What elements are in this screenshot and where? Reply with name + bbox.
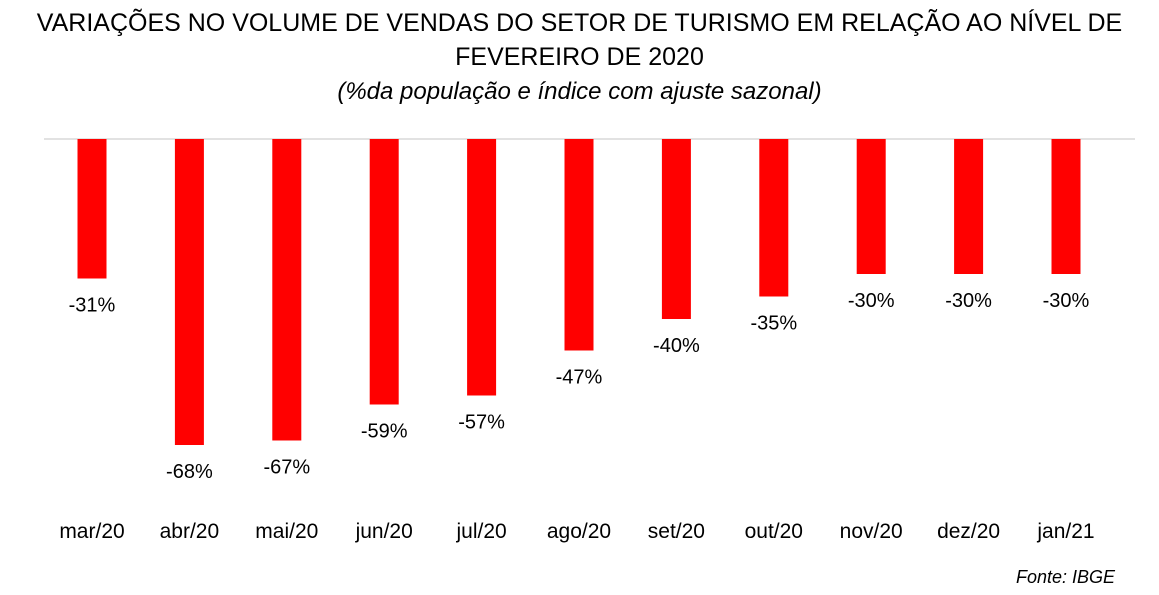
data-label-jun-20: -59% — [361, 421, 408, 443]
x-tick-label-dez-20: dez/20 — [937, 520, 1000, 543]
data-label-dez-20: -30% — [945, 290, 992, 312]
bar-jul-20 — [467, 139, 497, 396]
chart-subtitle: (%da população e índice com ajuste sazon… — [337, 78, 822, 105]
x-tick-label-mar-20: mar/20 — [59, 520, 124, 543]
x-tick-label-abr-20: abr/20 — [160, 520, 220, 543]
bar-mar-20 — [77, 139, 107, 279]
x-tick-label-set-20: set/20 — [648, 520, 705, 543]
bar-abr-20 — [174, 139, 204, 445]
x-tick-label-ago-20: ago/20 — [547, 520, 611, 543]
data-label-out-20: -35% — [750, 313, 797, 335]
source-note: Fonte: IBGE — [1015, 567, 1115, 587]
bar-nov-20 — [856, 139, 886, 274]
bar-set-20 — [661, 139, 691, 319]
data-label-jul-20: -57% — [458, 412, 505, 434]
bar-dez-20 — [954, 139, 984, 274]
x-tick-label-out-20: out/20 — [745, 520, 803, 543]
data-label-jan-21: -30% — [1043, 290, 1090, 312]
x-tick-label-mai-20: mai/20 — [255, 520, 318, 543]
data-label-abr-20: -68% — [166, 461, 213, 483]
data-label-mar-20: -31% — [69, 295, 116, 317]
chart-title: VARIAÇÕES NO VOLUME DE VENDAS DO SETOR D… — [36, 9, 1123, 71]
data-label-ago-20: -47% — [556, 367, 603, 389]
data-label-nov-20: -30% — [848, 290, 895, 312]
x-tick-label-jul-20: jul/20 — [455, 520, 506, 543]
bar-jun-20 — [369, 139, 399, 405]
x-tick-label-jan-21: jan/21 — [1036, 520, 1094, 543]
data-label-set-20: -40% — [653, 335, 700, 357]
bar-ago-20 — [564, 139, 594, 351]
data-label-mai-20: -67% — [263, 457, 310, 479]
x-tick-label-jun-20: jun/20 — [355, 520, 413, 543]
bar-jan-21 — [1051, 139, 1081, 274]
x-tick-label-nov-20: nov/20 — [840, 520, 903, 543]
bar-out-20 — [759, 139, 789, 297]
bar-mai-20 — [272, 139, 302, 441]
